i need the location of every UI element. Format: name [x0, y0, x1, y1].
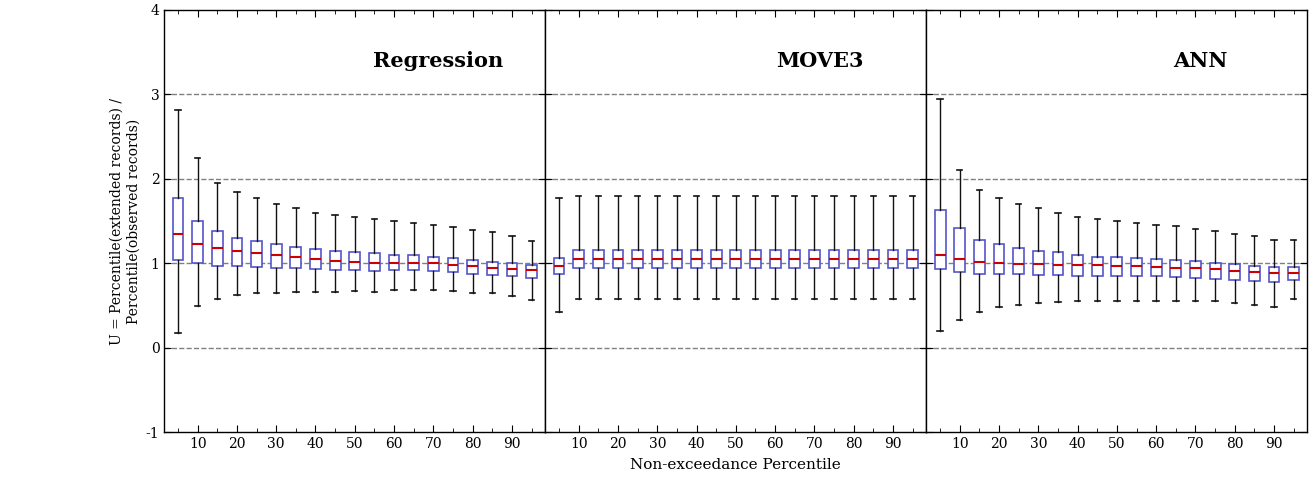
PathPatch shape	[1151, 259, 1162, 276]
PathPatch shape	[993, 244, 1004, 274]
PathPatch shape	[849, 250, 859, 268]
PathPatch shape	[829, 250, 840, 268]
PathPatch shape	[1112, 257, 1122, 276]
PathPatch shape	[731, 250, 741, 268]
PathPatch shape	[468, 260, 478, 273]
PathPatch shape	[1230, 264, 1240, 280]
PathPatch shape	[1250, 266, 1260, 281]
PathPatch shape	[1092, 256, 1102, 276]
PathPatch shape	[1131, 258, 1142, 276]
PathPatch shape	[487, 262, 498, 275]
PathPatch shape	[212, 231, 222, 266]
PathPatch shape	[711, 250, 721, 268]
PathPatch shape	[251, 241, 261, 267]
PathPatch shape	[553, 258, 565, 274]
PathPatch shape	[192, 221, 204, 263]
X-axis label: Non-exceedance Percentile: Non-exceedance Percentile	[631, 458, 841, 472]
Text: ANN: ANN	[1173, 51, 1229, 71]
PathPatch shape	[448, 258, 459, 272]
PathPatch shape	[1013, 248, 1024, 274]
PathPatch shape	[887, 250, 899, 268]
PathPatch shape	[809, 250, 820, 268]
PathPatch shape	[1190, 261, 1201, 278]
PathPatch shape	[750, 250, 761, 268]
PathPatch shape	[1072, 255, 1083, 276]
PathPatch shape	[573, 250, 585, 268]
PathPatch shape	[409, 255, 419, 270]
PathPatch shape	[652, 250, 662, 268]
PathPatch shape	[691, 250, 702, 268]
PathPatch shape	[330, 250, 340, 270]
PathPatch shape	[1033, 250, 1043, 275]
PathPatch shape	[369, 253, 380, 271]
PathPatch shape	[974, 240, 984, 273]
PathPatch shape	[1210, 262, 1221, 279]
PathPatch shape	[526, 265, 537, 278]
PathPatch shape	[1268, 267, 1280, 282]
PathPatch shape	[172, 198, 184, 260]
PathPatch shape	[310, 249, 321, 269]
PathPatch shape	[632, 250, 643, 268]
PathPatch shape	[506, 263, 518, 276]
PathPatch shape	[770, 250, 781, 268]
PathPatch shape	[869, 250, 879, 268]
PathPatch shape	[671, 250, 682, 268]
PathPatch shape	[954, 228, 966, 272]
PathPatch shape	[350, 252, 360, 270]
PathPatch shape	[1171, 260, 1181, 277]
PathPatch shape	[428, 256, 439, 271]
PathPatch shape	[593, 250, 603, 268]
PathPatch shape	[907, 250, 918, 268]
PathPatch shape	[389, 255, 399, 270]
Y-axis label: U = Percentile(extended records) /
Percentile(observed records): U = Percentile(extended records) / Perce…	[110, 98, 141, 344]
PathPatch shape	[790, 250, 800, 268]
PathPatch shape	[1053, 252, 1063, 275]
PathPatch shape	[231, 238, 242, 266]
PathPatch shape	[271, 244, 281, 267]
PathPatch shape	[612, 250, 623, 268]
Text: MOVE3: MOVE3	[777, 51, 863, 71]
PathPatch shape	[1288, 267, 1300, 280]
PathPatch shape	[290, 247, 301, 268]
Text: Regression: Regression	[373, 51, 503, 71]
PathPatch shape	[934, 210, 946, 269]
